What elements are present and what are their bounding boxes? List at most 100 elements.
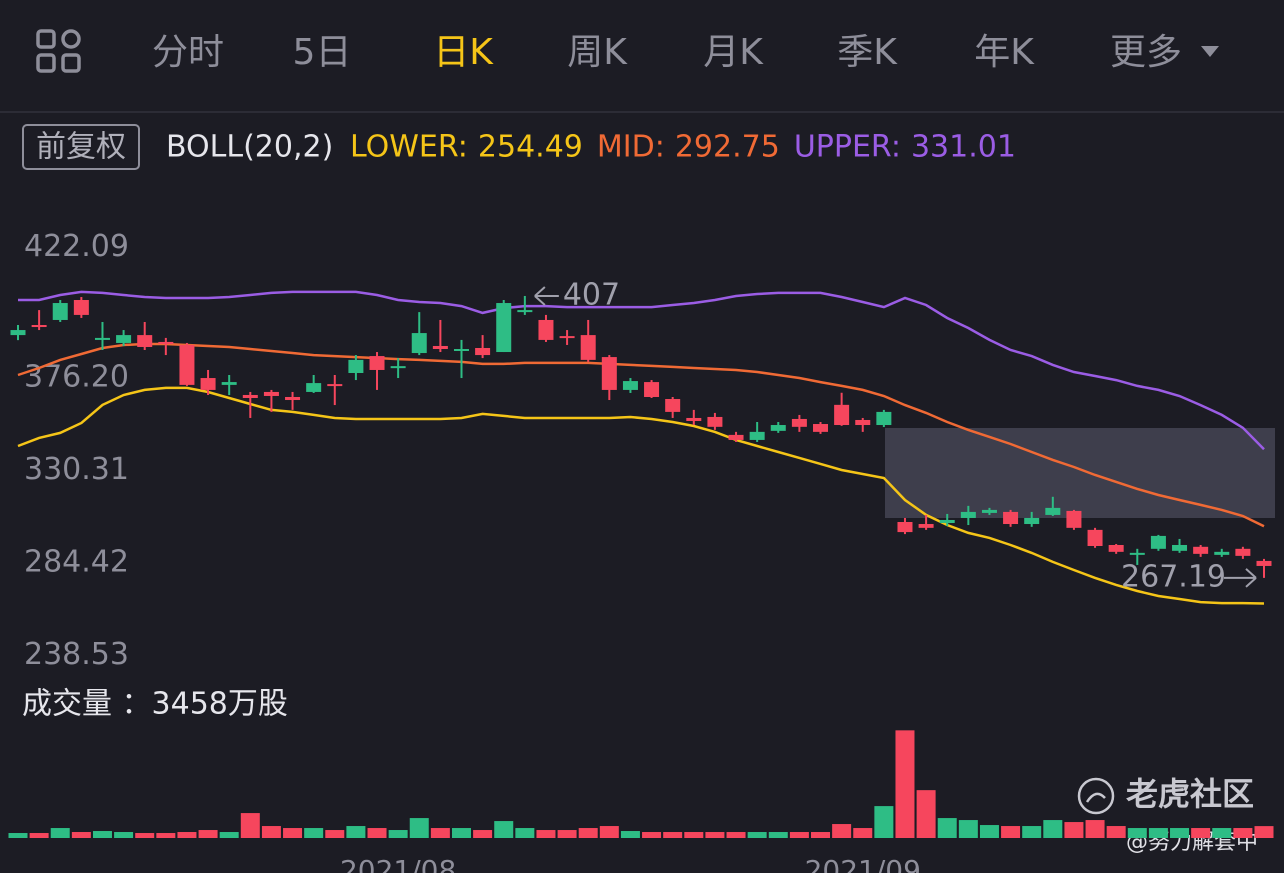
volume-bar xyxy=(198,830,218,838)
volume-bar xyxy=(1191,828,1211,838)
volume-bar xyxy=(388,830,408,838)
volume-bar xyxy=(620,831,640,838)
candle-body xyxy=(52,303,68,320)
volume-bar xyxy=(1085,820,1105,838)
volume-bar xyxy=(29,833,49,838)
x-tick-label: 2021/09 xyxy=(805,854,921,873)
candle-body xyxy=(10,330,26,336)
candle-body xyxy=(263,391,279,396)
volume-bar xyxy=(853,828,873,838)
candle-body xyxy=(200,378,216,390)
volume-bar xyxy=(494,821,514,838)
volume-bar xyxy=(177,832,197,838)
y-tick-label: 238.53 xyxy=(24,637,129,672)
volume-bar xyxy=(536,830,556,838)
candle-body xyxy=(1129,552,1145,555)
legend-value: 254.49 xyxy=(478,130,583,165)
tab[interactable]: 周K xyxy=(567,32,628,73)
watermark: 老虎社区 xyxy=(1126,775,1254,813)
indicator-name: BOLL(20,2) xyxy=(166,130,333,165)
candle-body xyxy=(1045,507,1061,515)
volume-bar xyxy=(135,833,155,838)
tab[interactable]: 5日 xyxy=(293,32,352,73)
volume-bar xyxy=(642,832,662,838)
tab[interactable]: 分时 xyxy=(152,32,224,73)
tab[interactable]: 季K xyxy=(837,32,898,73)
volume-bar xyxy=(895,730,915,838)
candle-body xyxy=(1193,546,1209,554)
volume-bar xyxy=(557,830,577,838)
candle-body xyxy=(221,382,237,385)
tab[interactable]: 月K xyxy=(703,32,764,73)
max-arrow xyxy=(534,286,559,306)
candle-body xyxy=(622,381,638,390)
candle-body xyxy=(73,300,89,315)
candle-body xyxy=(1214,551,1230,555)
volume-bar xyxy=(684,832,704,838)
volume-bar xyxy=(811,832,831,838)
volume-bar xyxy=(283,828,303,838)
volume-bar xyxy=(705,832,725,838)
candle-body xyxy=(1003,511,1019,525)
candle-body xyxy=(348,359,364,373)
candle-body xyxy=(306,383,322,392)
volume-bar xyxy=(367,828,387,838)
volume-bar xyxy=(937,818,957,838)
adjust-button-frame[interactable] xyxy=(22,124,140,170)
candle-body xyxy=(770,425,786,431)
volume-bar xyxy=(832,824,852,838)
candle-body xyxy=(327,384,343,387)
candle-body xyxy=(1087,529,1103,546)
candle-body xyxy=(1256,560,1272,566)
legend-name: MID: xyxy=(597,130,665,165)
volume-bar xyxy=(240,813,260,838)
volume-bar xyxy=(768,832,788,838)
candle-body xyxy=(475,347,491,356)
candle-body xyxy=(94,337,110,340)
candle-body xyxy=(538,319,554,340)
volume-bar xyxy=(1001,826,1021,838)
boll-line xyxy=(17,386,1265,605)
volume-bar xyxy=(1064,822,1084,838)
volume-bar xyxy=(409,818,429,838)
volume-bar xyxy=(747,832,767,838)
volume-bar xyxy=(958,820,978,838)
tab[interactable]: 年K xyxy=(974,32,1035,73)
y-tick-label: 330.31 xyxy=(24,452,129,487)
candle-body xyxy=(1235,548,1251,556)
candle-body xyxy=(517,310,533,313)
candle-body xyxy=(834,404,850,426)
volume-bar xyxy=(916,790,936,838)
candle-body xyxy=(749,431,765,440)
volume-bar xyxy=(789,832,809,838)
volume-bar xyxy=(1170,828,1190,838)
volume-bar xyxy=(1106,826,1126,838)
candle-body xyxy=(686,417,702,421)
adjust-button[interactable]: 前复权 xyxy=(36,130,126,165)
volume-bar xyxy=(578,828,598,838)
candle-body xyxy=(960,511,976,518)
tab[interactable]: 日K xyxy=(433,32,494,73)
min-label: 267.19 xyxy=(1121,559,1226,594)
tab[interactable]: 更多 xyxy=(1110,32,1182,73)
grid-icon[interactable] xyxy=(36,29,81,73)
candle-body xyxy=(285,396,301,401)
volume-bar xyxy=(1212,828,1232,838)
dropdown-arrow xyxy=(1201,46,1219,57)
candle-body xyxy=(939,519,955,524)
candle-body xyxy=(665,399,681,412)
candle-body xyxy=(1172,544,1188,551)
volume-bar xyxy=(50,828,70,838)
candle-body xyxy=(390,366,406,369)
volume-bar xyxy=(8,833,28,838)
candle-body xyxy=(601,357,617,390)
candle-body xyxy=(453,349,469,352)
volume-bar xyxy=(304,828,324,838)
y-tick-label: 422.09 xyxy=(24,229,129,264)
legend-value: 331.01 xyxy=(911,130,1016,165)
volume-bar xyxy=(979,825,999,838)
legend-value: 292.75 xyxy=(675,130,780,165)
boll-line xyxy=(17,342,1265,528)
